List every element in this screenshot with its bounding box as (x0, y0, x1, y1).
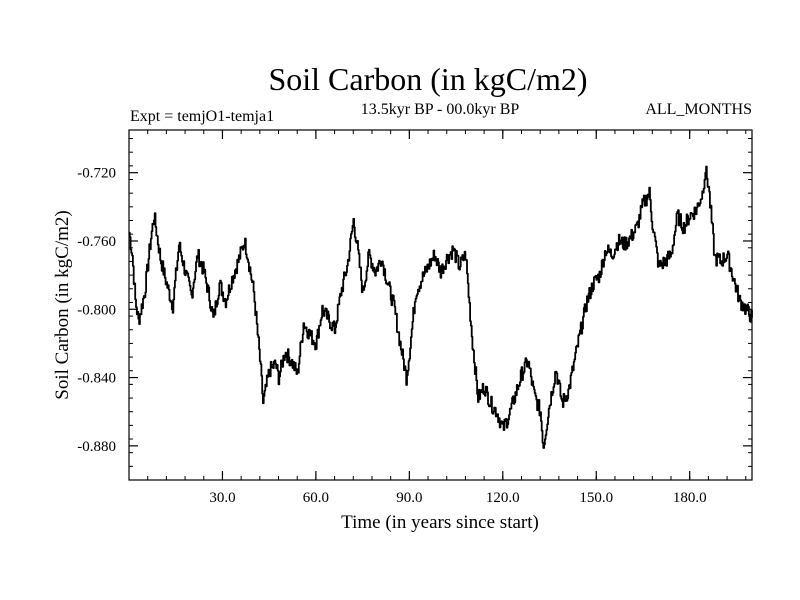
minor-ticks (128, 130, 752, 481)
plot-frame (128, 129, 753, 481)
experiment-label: Expt = temjO1-temja1 (130, 108, 274, 125)
x-tick-label: 60.0 (303, 490, 329, 506)
x-axis: 30.0 60.0 90.0 120.0 150.0 180.0 (209, 130, 707, 506)
months-label: ALL_MONTHS (645, 101, 752, 118)
y-tick-label: -0.800 (77, 302, 116, 318)
y-axis: -0.720 -0.760 -0.800 -0.840 -0.880 (77, 166, 752, 455)
y-tick-label: -0.840 (77, 371, 116, 387)
y-tick-label: -0.720 (77, 166, 116, 182)
x-tick-label: 150.0 (579, 490, 613, 506)
chart-title: Soil Carbon (in kgC/m2) (268, 61, 587, 97)
time-range-label: 13.5kyr BP - 00.0kyr BP (361, 101, 520, 118)
x-tick-label: 90.0 (396, 490, 422, 506)
x-tick-label: 120.0 (486, 490, 520, 506)
y-tick-label: -0.880 (77, 439, 116, 455)
x-axis-title: Time (in years since start) (341, 512, 539, 533)
x-tick-label: 30.0 (209, 490, 235, 506)
soil-carbon-series-line (128, 165, 753, 449)
y-tick-label: -0.760 (77, 234, 116, 250)
y-axis-title: Soil Carbon (in kgC/m2) (52, 210, 73, 399)
x-tick-label: 180.0 (673, 490, 707, 506)
